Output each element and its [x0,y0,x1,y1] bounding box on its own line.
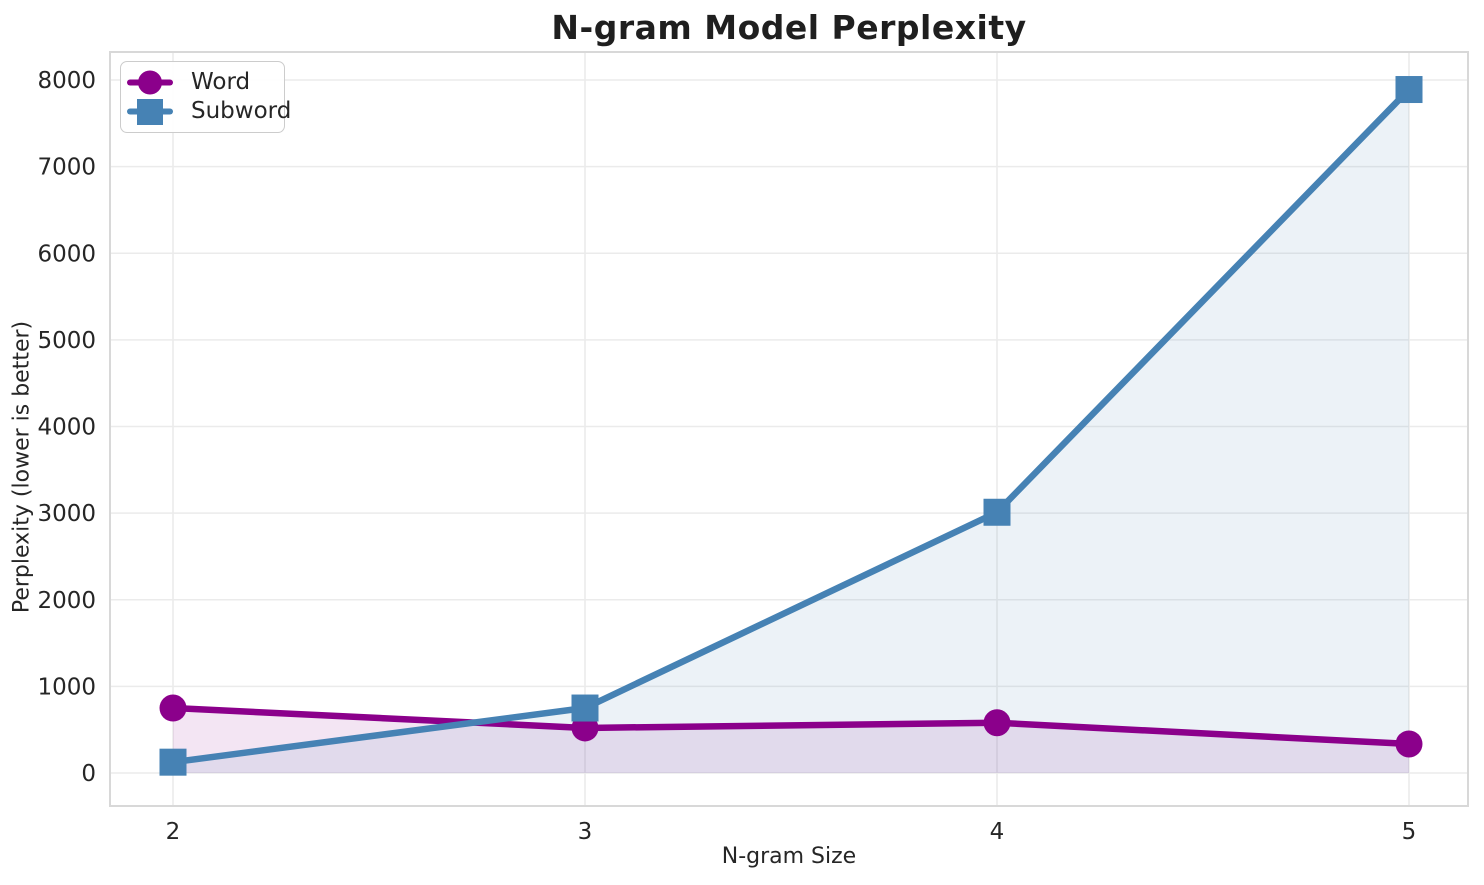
y-tick-label: 4000 [37,415,96,441]
y-tick-label: 7000 [37,155,96,181]
word-marker-icon [127,70,173,95]
legend: Word Subword [120,61,291,133]
word-line [169,704,1413,748]
legend-item-word: Word [127,68,272,97]
y-axis-label: Perplexity (lower is better) [9,320,35,614]
legend-label-word: Word [191,69,251,95]
y-tick-label: 2000 [37,588,96,614]
subword-point [1395,76,1423,104]
subword-point [571,694,599,722]
subword-marker-icon [127,99,173,125]
legend-item-subword: Subword [127,97,291,126]
legend-label-subword: Subword [191,98,292,124]
x-tick-label: 5 [1402,819,1417,845]
subword-point [159,748,187,776]
y-tick-label: 8000 [37,68,96,94]
x-tick-label: 2 [166,819,181,845]
chart-title: N-gram Model Perplexity [551,8,1027,47]
word-point [159,694,187,722]
word-point [983,709,1011,737]
y-tick-label: 5000 [37,328,96,354]
y-tick-label: 3000 [37,501,96,527]
subword-area [173,89,1409,773]
x-tick-label: 3 [578,819,593,845]
x-axis-label: N-gram Size [721,844,857,869]
x-tick-label: 4 [990,819,1005,845]
subword-line [169,86,1413,766]
y-tick-label: 6000 [37,241,96,267]
plot-border [109,51,1469,807]
word-point [1395,730,1423,758]
subword-point [983,498,1011,526]
y-tick-label: 1000 [37,674,96,700]
y-tick-label: 0 [81,761,96,787]
